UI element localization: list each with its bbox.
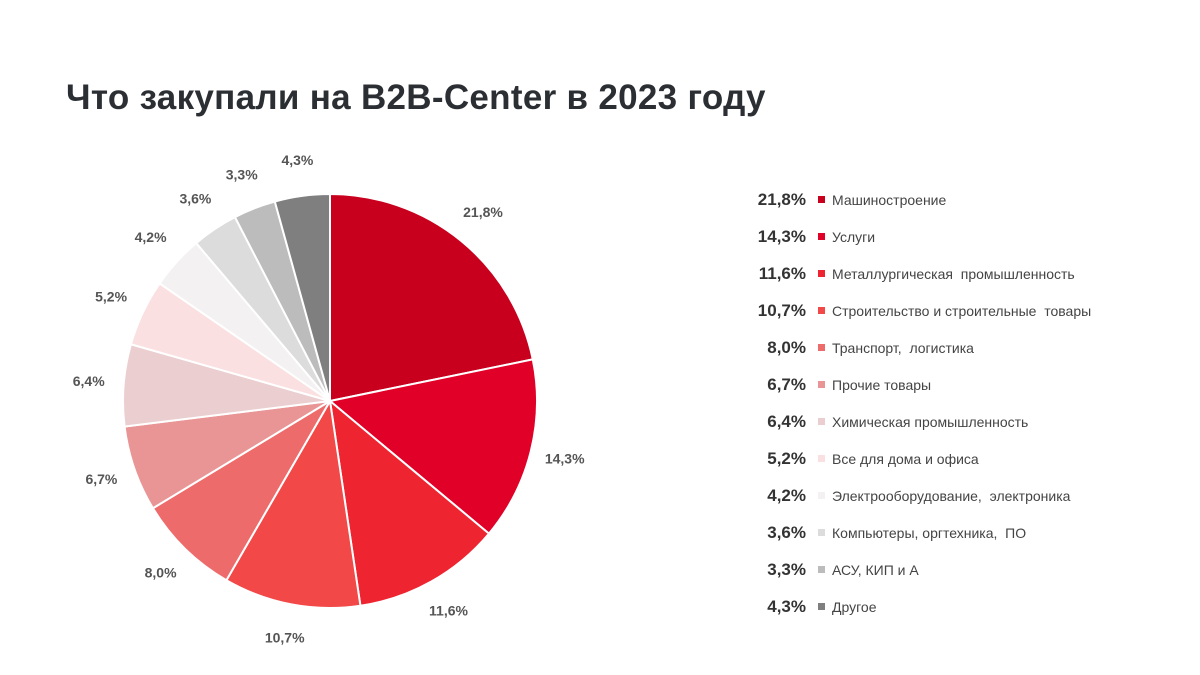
legend-item: 8,0% Транспорт, логистика: [730, 329, 1150, 366]
pie-chart: 21,8% 14,3% 11,6% 10,7% 8,0% 6,7% 6,4% 5,2% 4,2%…: [73, 152, 585, 646]
legend-swatch: [818, 603, 825, 610]
legend-value: 4,3%: [767, 596, 806, 616]
legend-swatch: [818, 233, 825, 240]
legend-label: Прочие товары: [832, 376, 932, 393]
legend: 21,8% Машиностроение 14,3% Услуги 11,6% Метал…: [730, 181, 1150, 625]
slice-data-label: 3,3%: [226, 166, 258, 182]
legend-label: Строительство и строительные товары: [832, 302, 1092, 319]
slice-data-label: 6,7%: [85, 471, 117, 487]
legend-item: 4,2% Электрооборудование, электроника: [730, 477, 1150, 514]
legend-label: Электрооборудование, электроника: [832, 487, 1071, 504]
legend-label: Химическая промышленность: [832, 413, 1029, 430]
pie-labels: 21,8% 14,3% 11,6% 10,7% 8,0% 6,7% 6,4% 5,2% 4,2%…: [73, 152, 585, 646]
legend-value: 4,2%: [767, 485, 806, 505]
legend-label: Услуги: [832, 228, 876, 245]
legend-value: 8,0%: [767, 337, 806, 357]
pie-slice: [329, 400, 490, 607]
legend-item: 11,6% Металлургическая промышленность: [730, 255, 1150, 292]
legend-value: 14,3%: [757, 226, 806, 246]
legend-value: 21,8%: [757, 189, 806, 209]
legend-swatch: [818, 455, 825, 462]
legend-item: 14,3% Услуги: [730, 218, 1150, 255]
slice-data-label: 4,2%: [135, 229, 167, 245]
pie-slices: [122, 193, 538, 609]
legend-swatch: [818, 566, 825, 573]
slice-data-label: 11,6%: [429, 603, 468, 619]
legend-value: 3,3%: [767, 559, 806, 579]
legend-swatch: [818, 344, 825, 351]
legend-label: Компьютеры, оргтехника, ПО: [832, 524, 1027, 541]
legend-value: 10,7%: [757, 300, 806, 320]
legend-swatch: [818, 270, 825, 277]
pie-slice: [329, 193, 534, 402]
legend-label: Металлургическая промышленность: [832, 265, 1075, 282]
legend-item: 21,8% Машиностроение: [730, 181, 1150, 218]
legend-item: 3,6% Компьютеры, оргтехника, ПО: [730, 514, 1150, 551]
legend-item: 10,7% Строительство и строительные товары: [730, 292, 1150, 329]
legend-value: 3,6%: [767, 522, 806, 542]
slice-data-label: 21,8%: [463, 204, 503, 220]
legend-value: 6,4%: [767, 411, 806, 431]
pie-slice: [273, 193, 331, 402]
legend-label: АСУ, КИП и А: [832, 561, 919, 578]
slice-data-label: 3,6%: [179, 191, 211, 207]
legend-item: 4,3% Другое: [730, 588, 1150, 625]
slice-data-label: 10,7%: [265, 629, 305, 645]
slice-data-label: 14,3%: [545, 451, 585, 467]
legend-swatch: [818, 381, 825, 388]
legend-item: 5,2% Все для дома и офиса: [730, 440, 1150, 477]
slice-data-label: 8,0%: [145, 565, 177, 581]
legend-swatch: [818, 492, 825, 499]
legend-value: 11,6%: [758, 263, 806, 283]
legend-value: 5,2%: [767, 448, 806, 468]
legend-label: Другое: [832, 598, 877, 615]
legend-item: 6,4% Химическая промышленность: [730, 403, 1150, 440]
pie-slice: [151, 400, 331, 582]
pie-slice: [225, 400, 362, 609]
legend-swatch: [818, 529, 825, 536]
legend-label: Транспорт, логистика: [832, 339, 974, 356]
legend-item: 6,7% Прочие товары: [730, 366, 1150, 403]
legend-swatch: [818, 418, 825, 425]
legend-label: Все для дома и офиса: [832, 450, 979, 467]
legend-value: 6,7%: [767, 374, 806, 394]
pie-slice: [329, 358, 538, 535]
slice-data-label: 6,4%: [73, 373, 105, 389]
slice-data-label: 5,2%: [95, 288, 127, 304]
slice-data-label: 4,3%: [281, 152, 313, 168]
legend-swatch: [818, 196, 825, 203]
legend-item: 3,3% АСУ, КИП и А: [730, 551, 1150, 588]
legend-label: Машиностроение: [832, 191, 947, 208]
legend-swatch: [818, 307, 825, 314]
page-title: Что закупали на B2B-Center в 2023 году: [66, 78, 766, 117]
